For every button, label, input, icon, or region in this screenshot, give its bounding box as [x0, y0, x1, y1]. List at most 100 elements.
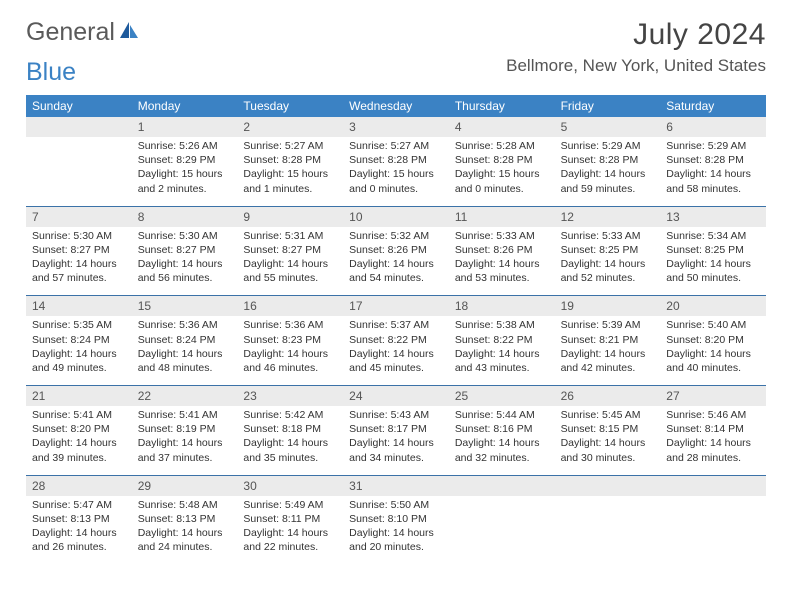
day-number: 21: [26, 386, 132, 406]
day-detail: Sunrise: 5:44 AMSunset: 8:16 PMDaylight:…: [449, 406, 555, 475]
sunrise-text: Sunrise: 5:28 AM: [455, 139, 549, 153]
day-detail: Sunrise: 5:27 AMSunset: 8:28 PMDaylight:…: [237, 137, 343, 206]
day-detail: Sunrise: 5:45 AMSunset: 8:15 PMDaylight:…: [555, 406, 661, 475]
daylight-text: Daylight: 15 hours and 1 minutes.: [243, 167, 337, 195]
sunrise-text: Sunrise: 5:33 AM: [455, 229, 549, 243]
day-number: 1: [132, 117, 238, 137]
sunrise-text: Sunrise: 5:50 AM: [349, 498, 443, 512]
calendar-grid: Sunday Monday Tuesday Wednesday Thursday…: [26, 95, 766, 564]
daylight-text: Daylight: 14 hours and 32 minutes.: [455, 436, 549, 464]
day-detail: Sunrise: 5:42 AMSunset: 8:18 PMDaylight:…: [237, 406, 343, 475]
sunrise-text: Sunrise: 5:46 AM: [666, 408, 760, 422]
day-number: 8: [132, 207, 238, 227]
day-number: [555, 476, 661, 496]
day-number: 3: [343, 117, 449, 137]
daylight-text: Daylight: 14 hours and 24 minutes.: [138, 526, 232, 554]
daylight-text: Daylight: 14 hours and 28 minutes.: [666, 436, 760, 464]
sunrise-text: Sunrise: 5:32 AM: [349, 229, 443, 243]
day-number: 18: [449, 296, 555, 316]
sail-icon: [116, 18, 140, 47]
day-number: 24: [343, 386, 449, 406]
day-number: 28: [26, 476, 132, 496]
daylight-text: Daylight: 14 hours and 42 minutes.: [561, 347, 655, 375]
day-detail: Sunrise: 5:27 AMSunset: 8:28 PMDaylight:…: [343, 137, 449, 206]
sunset-text: Sunset: 8:25 PM: [666, 243, 760, 257]
day-detail: Sunrise: 5:29 AMSunset: 8:28 PMDaylight:…: [555, 137, 661, 206]
daylight-text: Daylight: 14 hours and 39 minutes.: [32, 436, 126, 464]
week-row: 28293031Sunrise: 5:47 AMSunset: 8:13 PMD…: [26, 476, 766, 565]
day-detail: Sunrise: 5:40 AMSunset: 8:20 PMDaylight:…: [660, 316, 766, 385]
daylight-text: Daylight: 14 hours and 49 minutes.: [32, 347, 126, 375]
day-number: 20: [660, 296, 766, 316]
day-detail: [26, 137, 132, 206]
sunset-text: Sunset: 8:16 PM: [455, 422, 549, 436]
sunset-text: Sunset: 8:13 PM: [32, 512, 126, 526]
day-number: 10: [343, 207, 449, 227]
sunset-text: Sunset: 8:28 PM: [243, 153, 337, 167]
day-number: 26: [555, 386, 661, 406]
sunrise-text: Sunrise: 5:30 AM: [138, 229, 232, 243]
day-number: 12: [555, 207, 661, 227]
day-number: [449, 476, 555, 496]
daylight-text: Daylight: 14 hours and 26 minutes.: [32, 526, 126, 554]
weekday-label: Saturday: [660, 95, 766, 117]
weekday-label: Friday: [555, 95, 661, 117]
weekday-label: Sunday: [26, 95, 132, 117]
day-number: 6: [660, 117, 766, 137]
weeks-container: 123456Sunrise: 5:26 AMSunset: 8:29 PMDay…: [26, 117, 766, 564]
detail-band: Sunrise: 5:30 AMSunset: 8:27 PMDaylight:…: [26, 227, 766, 296]
weekday-header-row: Sunday Monday Tuesday Wednesday Thursday…: [26, 95, 766, 117]
sunset-text: Sunset: 8:20 PM: [666, 333, 760, 347]
sunset-text: Sunset: 8:27 PM: [138, 243, 232, 257]
day-number: 15: [132, 296, 238, 316]
day-detail: Sunrise: 5:33 AMSunset: 8:26 PMDaylight:…: [449, 227, 555, 296]
week-row: 21222324252627Sunrise: 5:41 AMSunset: 8:…: [26, 386, 766, 476]
sunrise-text: Sunrise: 5:31 AM: [243, 229, 337, 243]
day-number: 13: [660, 207, 766, 227]
sunrise-text: Sunrise: 5:41 AM: [32, 408, 126, 422]
day-number: 23: [237, 386, 343, 406]
day-detail: Sunrise: 5:30 AMSunset: 8:27 PMDaylight:…: [132, 227, 238, 296]
daynum-band: 78910111213: [26, 207, 766, 227]
detail-band: Sunrise: 5:47 AMSunset: 8:13 PMDaylight:…: [26, 496, 766, 565]
sunrise-text: Sunrise: 5:27 AM: [243, 139, 337, 153]
daynum-band: 28293031: [26, 476, 766, 496]
sunrise-text: Sunrise: 5:33 AM: [561, 229, 655, 243]
day-number: 11: [449, 207, 555, 227]
week-row: 78910111213Sunrise: 5:30 AMSunset: 8:27 …: [26, 207, 766, 297]
sunrise-text: Sunrise: 5:29 AM: [561, 139, 655, 153]
day-detail: Sunrise: 5:37 AMSunset: 8:22 PMDaylight:…: [343, 316, 449, 385]
day-detail: Sunrise: 5:43 AMSunset: 8:17 PMDaylight:…: [343, 406, 449, 475]
day-number: 14: [26, 296, 132, 316]
daylight-text: Daylight: 15 hours and 0 minutes.: [349, 167, 443, 195]
day-number: 9: [237, 207, 343, 227]
day-number: 27: [660, 386, 766, 406]
day-number: 5: [555, 117, 661, 137]
sunset-text: Sunset: 8:22 PM: [455, 333, 549, 347]
day-detail: Sunrise: 5:35 AMSunset: 8:24 PMDaylight:…: [26, 316, 132, 385]
sunrise-text: Sunrise: 5:42 AM: [243, 408, 337, 422]
daynum-band: 14151617181920: [26, 296, 766, 316]
day-detail: Sunrise: 5:31 AMSunset: 8:27 PMDaylight:…: [237, 227, 343, 296]
day-detail: [555, 496, 661, 565]
daylight-text: Daylight: 15 hours and 0 minutes.: [455, 167, 549, 195]
sunset-text: Sunset: 8:11 PM: [243, 512, 337, 526]
day-detail: Sunrise: 5:28 AMSunset: 8:28 PMDaylight:…: [449, 137, 555, 206]
daylight-text: Daylight: 14 hours and 58 minutes.: [666, 167, 760, 195]
sunset-text: Sunset: 8:21 PM: [561, 333, 655, 347]
daylight-text: Daylight: 14 hours and 56 minutes.: [138, 257, 232, 285]
sunset-text: Sunset: 8:26 PM: [349, 243, 443, 257]
day-detail: Sunrise: 5:26 AMSunset: 8:29 PMDaylight:…: [132, 137, 238, 206]
sunset-text: Sunset: 8:19 PM: [138, 422, 232, 436]
weekday-label: Tuesday: [237, 95, 343, 117]
sunset-text: Sunset: 8:27 PM: [32, 243, 126, 257]
logo-text-2: Blue: [26, 58, 766, 87]
sunrise-text: Sunrise: 5:48 AM: [138, 498, 232, 512]
sunset-text: Sunset: 8:29 PM: [138, 153, 232, 167]
day-number: 17: [343, 296, 449, 316]
daylight-text: Daylight: 14 hours and 22 minutes.: [243, 526, 337, 554]
weekday-label: Monday: [132, 95, 238, 117]
sunset-text: Sunset: 8:10 PM: [349, 512, 443, 526]
day-detail: Sunrise: 5:36 AMSunset: 8:24 PMDaylight:…: [132, 316, 238, 385]
day-number: 4: [449, 117, 555, 137]
